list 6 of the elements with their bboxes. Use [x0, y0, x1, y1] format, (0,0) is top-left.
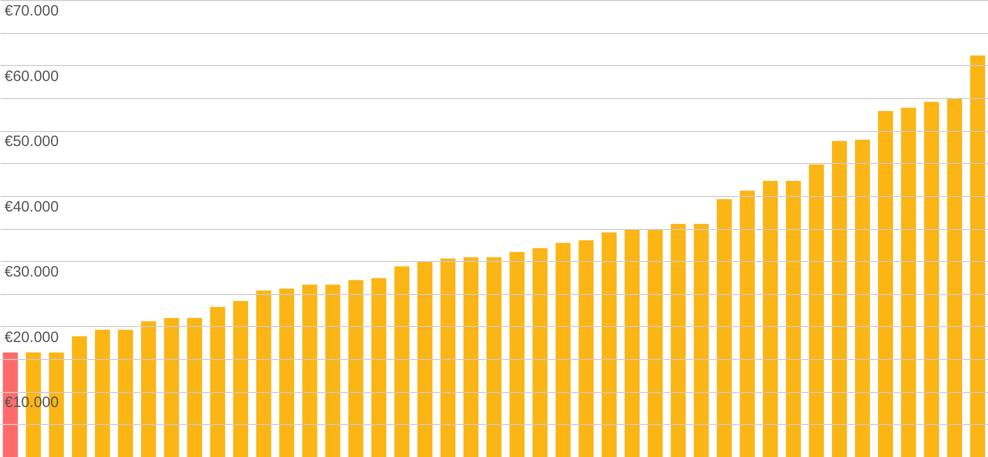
y-tick-label: €50.000 — [4, 133, 59, 150]
y-tick-label: €70.000 — [4, 2, 59, 20]
y-tick-label: €40.000 — [4, 198, 59, 216]
y-tick-label: €60.000 — [4, 68, 59, 85]
y-tick-label: €20.000 — [4, 328, 59, 346]
y-tick-label: €30.000 — [4, 264, 59, 281]
